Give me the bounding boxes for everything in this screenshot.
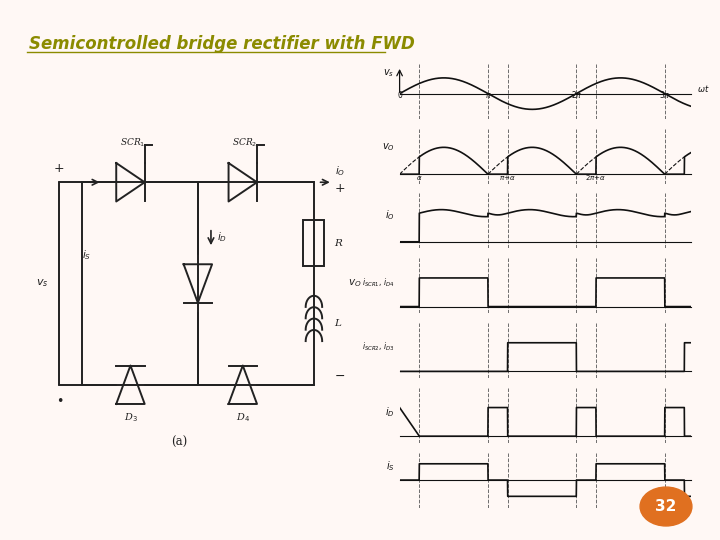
Text: $i_{SCR1},\,i_{D4}$: $i_{SCR1},\,i_{D4}$ [361,276,395,288]
Text: $i_D$: $i_D$ [217,231,227,244]
Text: $2\pi$: $2\pi$ [570,89,582,100]
Text: R: R [335,239,343,247]
Text: Semicontrolled bridge rectifier with FWD: Semicontrolled bridge rectifier with FWD [29,35,415,52]
Text: L: L [335,320,341,328]
Text: $i_{SCR2},\,i_{D3}$: $i_{SCR2},\,i_{D3}$ [361,341,395,353]
Text: D$_3$: D$_3$ [124,411,138,424]
Text: $i_D$: $i_D$ [385,405,395,419]
Text: −: − [335,370,345,383]
Text: $\alpha$: $\alpha$ [416,174,423,182]
Text: $i_O$: $i_O$ [384,208,395,222]
Text: $3\pi$: $3\pi$ [659,89,670,100]
Text: $v_s$: $v_s$ [383,68,395,79]
Text: 0: 0 [397,91,402,100]
Text: $\omega t$: $\omega t$ [697,83,709,94]
Text: +: + [54,162,65,175]
Text: $2\pi\!+\!\alpha$: $2\pi\!+\!\alpha$ [585,173,607,182]
Text: (a): (a) [171,435,187,449]
Text: $v_O$: $v_O$ [348,278,361,289]
Text: $i_O$: $i_O$ [335,165,345,178]
Text: $v_O$: $v_O$ [382,141,395,153]
Text: $v_s$: $v_s$ [36,278,49,289]
Text: $\pi$: $\pi$ [485,91,491,100]
Text: $i_S$: $i_S$ [82,248,91,262]
Text: +: + [335,183,345,195]
Bar [303,220,325,266]
Text: •: • [55,395,63,408]
Text: SCR$_2$: SCR$_2$ [232,137,257,149]
Text: D$_4$: D$_4$ [235,411,250,424]
Text: SCR$_1$: SCR$_1$ [120,137,145,149]
Text: $i_S$: $i_S$ [386,460,395,473]
Text: $\pi\!+\!\alpha$: $\pi\!+\!\alpha$ [499,173,516,182]
Text: 32: 32 [655,499,677,514]
